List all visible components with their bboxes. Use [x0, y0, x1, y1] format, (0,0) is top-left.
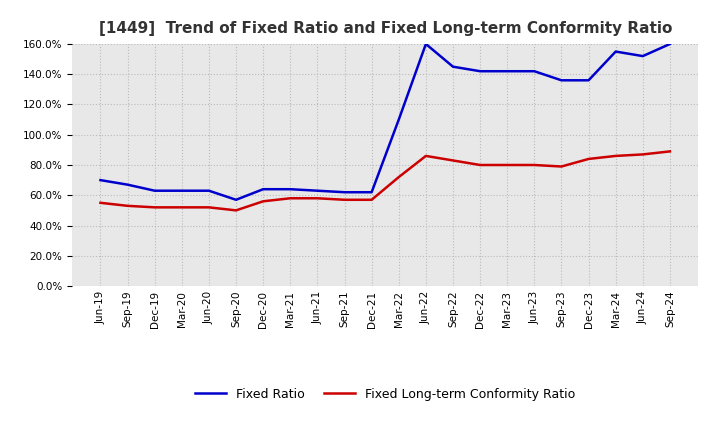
Fixed Long-term Conformity Ratio: [178, 205, 186, 210]
Fixed Ratio: [584, 77, 593, 83]
Fixed Ratio: [639, 53, 647, 59]
Fixed Ratio: [421, 41, 430, 47]
Fixed Ratio: [341, 190, 349, 195]
Fixed Long-term Conformity Ratio: [123, 203, 132, 209]
Fixed Long-term Conformity Ratio: [503, 162, 511, 168]
Fixed Ratio: [476, 69, 485, 74]
Fixed Long-term Conformity Ratio: [259, 199, 268, 204]
Fixed Long-term Conformity Ratio: [530, 162, 539, 168]
Fixed Ratio: [367, 190, 376, 195]
Fixed Ratio: [557, 77, 566, 83]
Legend: Fixed Ratio, Fixed Long-term Conformity Ratio: Fixed Ratio, Fixed Long-term Conformity …: [190, 383, 580, 406]
Fixed Ratio: [259, 187, 268, 192]
Fixed Long-term Conformity Ratio: [665, 149, 674, 154]
Fixed Ratio: [313, 188, 322, 193]
Fixed Ratio: [286, 187, 294, 192]
Fixed Ratio: [503, 69, 511, 74]
Fixed Long-term Conformity Ratio: [639, 152, 647, 157]
Fixed Long-term Conformity Ratio: [367, 197, 376, 202]
Fixed Ratio: [150, 188, 159, 193]
Fixed Ratio: [395, 117, 403, 122]
Fixed Long-term Conformity Ratio: [584, 156, 593, 161]
Fixed Long-term Conformity Ratio: [611, 153, 620, 158]
Line: Fixed Ratio: Fixed Ratio: [101, 44, 670, 200]
Fixed Long-term Conformity Ratio: [395, 174, 403, 180]
Fixed Ratio: [449, 64, 457, 70]
Fixed Long-term Conformity Ratio: [232, 208, 240, 213]
Fixed Ratio: [96, 177, 105, 183]
Fixed Long-term Conformity Ratio: [286, 196, 294, 201]
Fixed Ratio: [123, 182, 132, 187]
Line: Fixed Long-term Conformity Ratio: Fixed Long-term Conformity Ratio: [101, 151, 670, 210]
Fixed Ratio: [232, 197, 240, 202]
Fixed Ratio: [611, 49, 620, 54]
Title: [1449]  Trend of Fixed Ratio and Fixed Long-term Conformity Ratio: [1449] Trend of Fixed Ratio and Fixed Lo…: [99, 21, 672, 36]
Fixed Ratio: [665, 41, 674, 47]
Fixed Long-term Conformity Ratio: [449, 158, 457, 163]
Fixed Long-term Conformity Ratio: [476, 162, 485, 168]
Fixed Long-term Conformity Ratio: [313, 196, 322, 201]
Fixed Ratio: [530, 69, 539, 74]
Fixed Long-term Conformity Ratio: [557, 164, 566, 169]
Fixed Long-term Conformity Ratio: [96, 200, 105, 205]
Fixed Long-term Conformity Ratio: [421, 153, 430, 158]
Fixed Long-term Conformity Ratio: [150, 205, 159, 210]
Fixed Ratio: [204, 188, 213, 193]
Fixed Long-term Conformity Ratio: [204, 205, 213, 210]
Fixed Long-term Conformity Ratio: [341, 197, 349, 202]
Fixed Ratio: [178, 188, 186, 193]
